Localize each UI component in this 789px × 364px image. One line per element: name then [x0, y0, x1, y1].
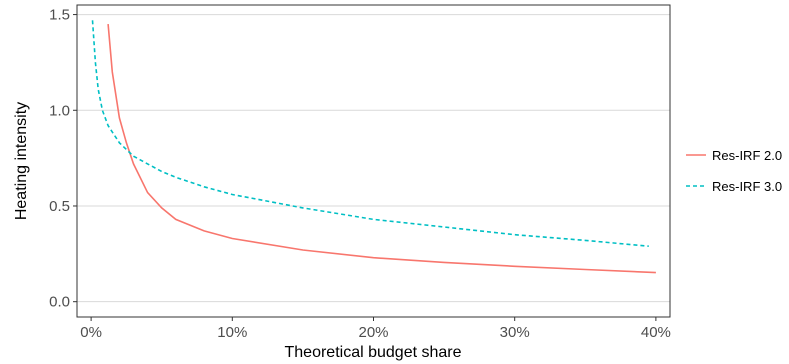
x-tick-label: 40% — [641, 324, 671, 341]
grid-lines — [77, 14, 670, 303]
x-tick-label: 20% — [358, 324, 388, 341]
x-tick-label: 30% — [500, 324, 530, 341]
legend-label: Res-IRF 2.0 — [712, 148, 782, 163]
series-line-res-irf-2-0 — [107, 24, 656, 274]
y-axis-title: Heating intensity — [13, 102, 30, 220]
y-axis-ticks: 0.0 0.5 1.0 1.5 — [49, 7, 77, 311]
y-tick-label: 1.0 — [49, 102, 70, 119]
x-tick-label: 0% — [80, 324, 102, 341]
legend: Res-IRF 2.0 Res-IRF 3.0 — [686, 148, 782, 194]
y-tick-label: 0.0 — [49, 294, 70, 311]
x-axis-ticks: 0% 10% 20% 30% 40% — [80, 317, 671, 341]
series-line-res-irf-3-0 — [91, 20, 649, 247]
x-tick-label: 10% — [217, 324, 247, 341]
y-tick-label: 1.5 — [49, 7, 70, 24]
legend-label: Res-IRF 3.0 — [712, 179, 782, 194]
y-tick-label: 0.5 — [49, 198, 70, 215]
series-lines — [91, 20, 656, 274]
x-axis-title: Theoretical budget share — [285, 344, 462, 361]
plot-panel-border — [76, 4, 671, 318]
